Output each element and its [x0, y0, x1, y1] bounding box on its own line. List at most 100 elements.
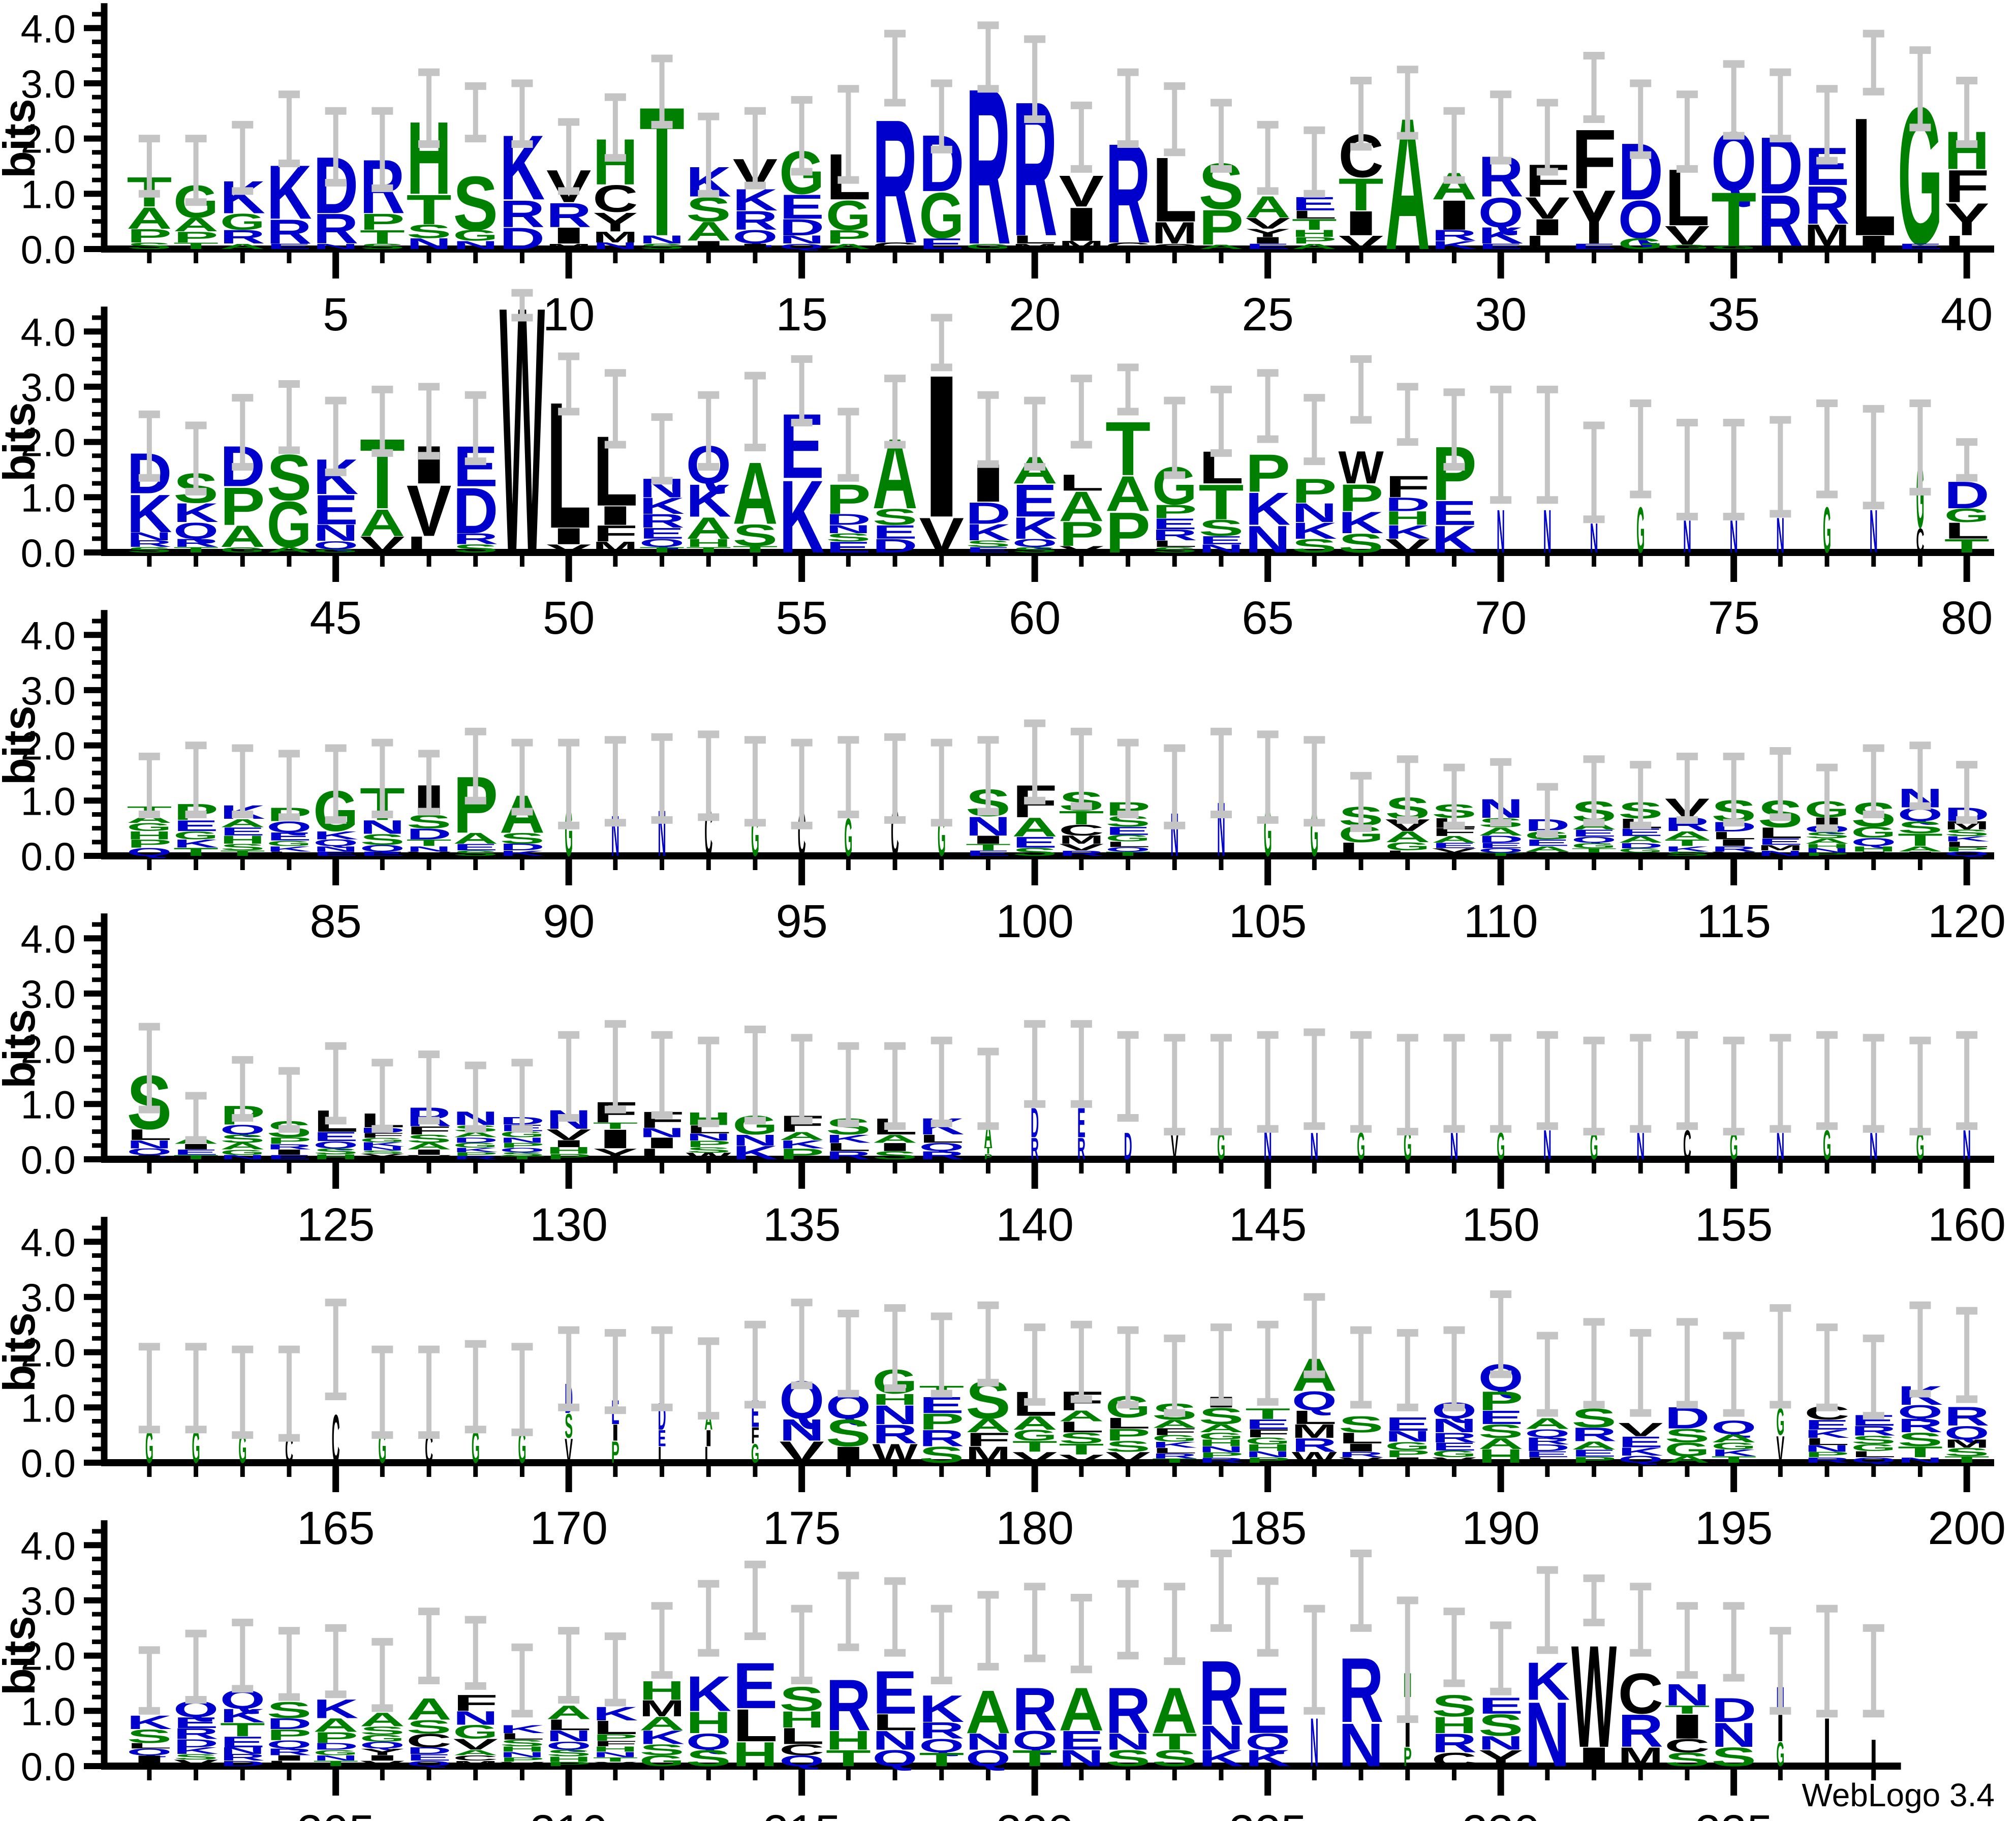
x-tick-label: 85 — [309, 896, 361, 947]
x-tick-label: 95 — [776, 896, 827, 947]
logo-letter: T — [1105, 407, 1151, 492]
logo-letter: P — [984, 1153, 993, 1161]
y-axis-title: bits — [0, 1312, 44, 1392]
logo-letter: V — [1525, 850, 1570, 857]
logo-letter: F — [360, 1131, 405, 1139]
logo-letter: D — [872, 535, 917, 557]
logo-letter: G — [1385, 840, 1430, 853]
logo-letter: N — [779, 233, 824, 246]
logo-letter: M — [966, 1442, 1011, 1468]
logo-letter: T — [1198, 474, 1244, 530]
logo-letter: T — [1059, 807, 1104, 828]
logo-letter: W — [872, 1439, 918, 1469]
error-bar — [604, 93, 626, 162]
logo-letter: T — [1711, 177, 1756, 262]
logo-letter: A — [1012, 813, 1058, 843]
error-bar — [232, 1056, 254, 1122]
logo-letter: Q — [500, 1147, 545, 1153]
error-bar — [418, 1050, 440, 1125]
logo-row-1-40: 0.01.02.03.04.0bits510152025303540TAPSGA… — [0, 3, 1994, 341]
logo-letter: I — [688, 239, 729, 252]
logo-letter: L — [1292, 208, 1337, 221]
error-bar — [1630, 1329, 1652, 1417]
logo-stack: ER — [1077, 1099, 1085, 1166]
error-bar — [185, 421, 207, 496]
logo-letter: E — [267, 830, 312, 843]
logo-letter: I — [1387, 1456, 1429, 1464]
logo-letter: K — [313, 829, 358, 842]
logo-letter: V — [360, 1153, 405, 1157]
logo-letter: R — [266, 212, 312, 251]
x-tick-label: 65 — [1242, 592, 1293, 644]
error-bar — [1397, 1596, 1418, 1723]
x-tick-label: 105 — [1229, 896, 1307, 947]
logo-letter: K — [266, 845, 312, 853]
logo-letter: C — [1758, 245, 1803, 250]
logo-letter: L — [1385, 849, 1430, 857]
logo-letter: G — [1851, 824, 1896, 841]
logo-letter: Q — [407, 1759, 452, 1768]
logo-letter: S — [873, 1149, 918, 1162]
error-bar — [1164, 82, 1186, 157]
error-bar — [1536, 385, 1558, 504]
logo-letter: L — [1525, 232, 1570, 253]
error-bar — [1350, 1326, 1372, 1409]
x-tick-label: 140 — [996, 1199, 1074, 1251]
logo-letter: S — [1152, 545, 1197, 554]
logo-letter: K — [732, 1142, 778, 1163]
error-bar — [371, 1638, 393, 1712]
x-tick-label: 200 — [1928, 1502, 2006, 1554]
error-bar — [325, 744, 347, 824]
error-bar — [1397, 1329, 1418, 1411]
logo-letter: L — [1339, 839, 1384, 860]
logo-letter: E — [313, 1129, 358, 1144]
logo-letter: L — [1944, 840, 1990, 849]
logo-letter: K — [639, 493, 685, 519]
logo-letter: L — [1851, 83, 1896, 271]
logo-letter: G — [267, 839, 312, 848]
logo-letter: S — [639, 242, 685, 251]
logo-letter: N — [593, 241, 638, 251]
error-bar — [1583, 755, 1605, 827]
error-bar — [1536, 99, 1558, 176]
logo-letter: E — [966, 849, 1011, 857]
logo-stack: G — [1823, 494, 1831, 566]
x-tick-label: 80 — [1941, 592, 1993, 644]
logo-letter: N — [1338, 1710, 1383, 1779]
error-bar — [418, 750, 440, 816]
error-bar — [1676, 419, 1698, 520]
logo-letter: S — [1152, 1745, 1197, 1771]
logo-letter: G — [1823, 1121, 1831, 1168]
logo-stack: RNK — [1198, 1642, 1244, 1771]
logo-stack: SPA — [1198, 150, 1244, 256]
error-bar — [1443, 388, 1465, 471]
error-bar — [1816, 1323, 1838, 1411]
logo-letter: P — [453, 1151, 499, 1157]
logo-letter: G — [1823, 494, 1831, 566]
logo-letter: A — [1618, 834, 1663, 844]
error-bar — [698, 112, 720, 198]
logo-letter: E — [1898, 242, 1943, 251]
logo-letter: N — [1525, 1683, 1570, 1785]
logo-letter: R — [266, 1143, 312, 1151]
logo-letter: R — [1711, 845, 1756, 853]
logo-letter: Y — [1944, 194, 1990, 245]
logo-letter: P — [127, 837, 172, 850]
error-bar — [931, 79, 952, 153]
logo-stack: AIET — [173, 1135, 219, 1160]
x-tick-label: 35 — [1708, 289, 1759, 341]
logo-letter: S — [220, 842, 265, 852]
logo-letter: V — [546, 1126, 592, 1144]
logo-letter: K — [360, 1141, 405, 1148]
logo-letter: N — [127, 1138, 172, 1151]
logo-letter: G — [220, 1148, 265, 1157]
logo-letter: G — [173, 829, 219, 842]
error-bar — [185, 1343, 207, 1434]
error-bar — [1257, 120, 1279, 195]
x-tick-label: 175 — [763, 1502, 841, 1554]
logo-letter: I — [595, 1124, 636, 1154]
